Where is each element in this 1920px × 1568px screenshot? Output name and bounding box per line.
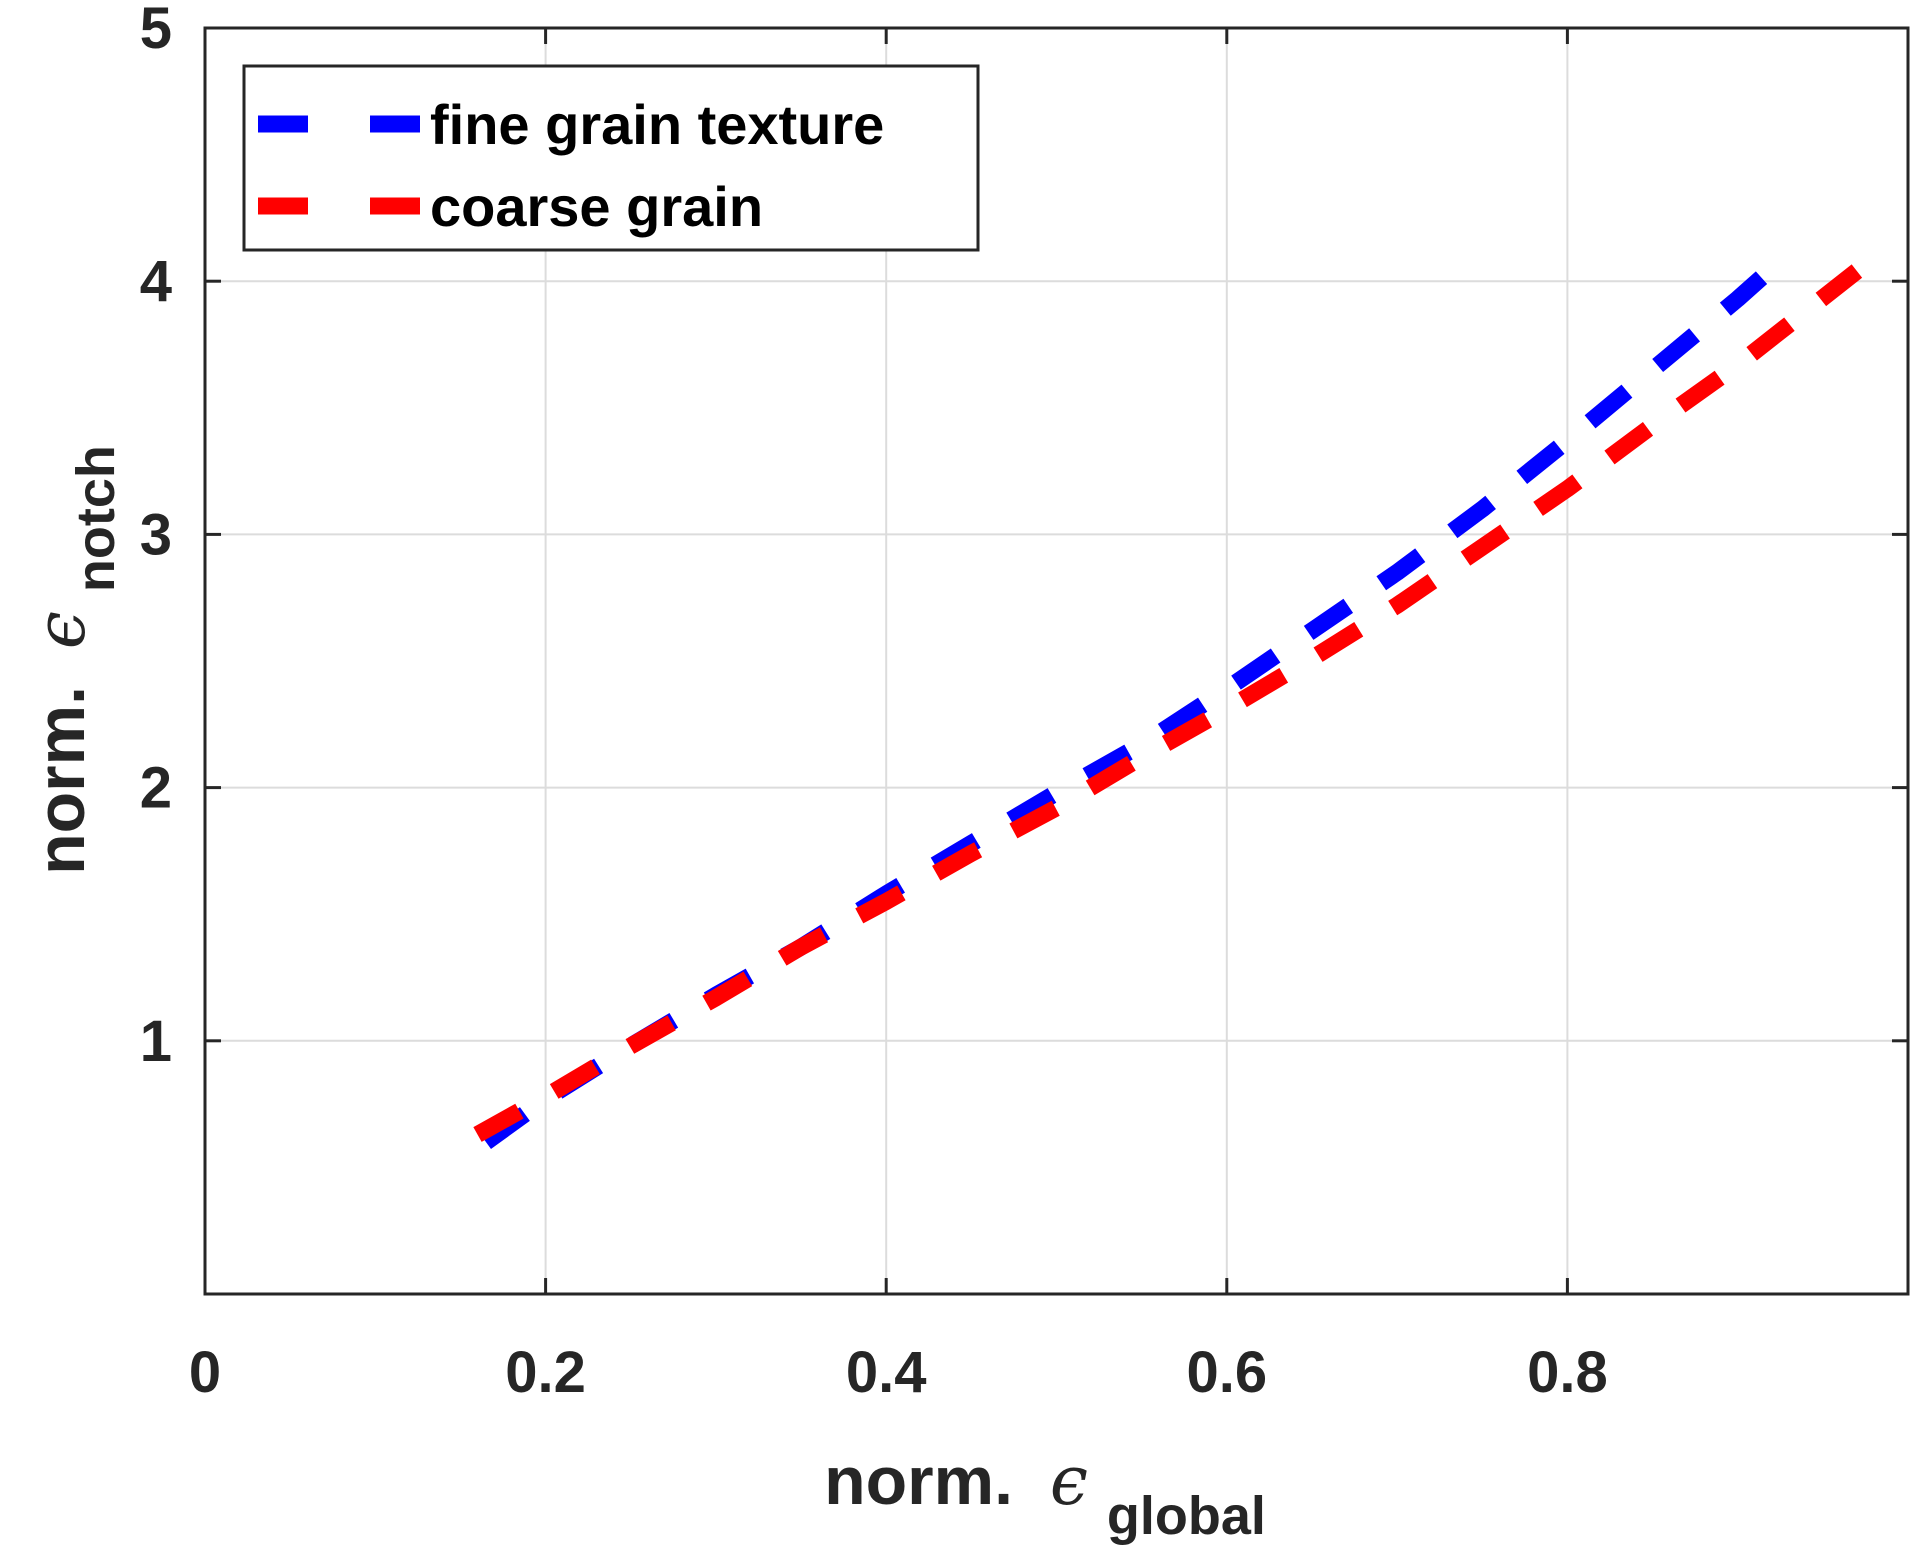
- legend-label-1: coarse grain: [430, 175, 763, 238]
- y-tick-label-3: 4: [140, 249, 172, 314]
- x-tick-label-4: 0.8: [1527, 1340, 1608, 1405]
- series-line-0: [481, 254, 1786, 1149]
- y-tick-label-0: 1: [140, 1009, 172, 1074]
- x-tick-label-0: 0: [189, 1340, 221, 1405]
- x-axis-label-prefix: norm.: [824, 1443, 1013, 1519]
- legend-label-0: fine grain texture: [430, 93, 884, 156]
- y-tick-label-2: 3: [140, 502, 172, 567]
- y-axis-label-prefix: norm.: [23, 686, 99, 875]
- y-tick-label-1: 2: [140, 756, 172, 821]
- y-tick-label-4: 5: [140, 0, 172, 61]
- y-axis-label-subscript: notch: [66, 445, 126, 592]
- x-tick-label-3: 0.6: [1186, 1340, 1267, 1405]
- y-axis-label: norm. ϵ notch: [22, 445, 126, 875]
- series-layer: [473, 254, 1863, 1149]
- legend-box: [242, 64, 980, 252]
- legend: fine grain texture coarse grain: [242, 64, 980, 252]
- plot-frame: [203, 26, 1910, 1296]
- x-tick-label-1: 0.2: [505, 1340, 586, 1405]
- axes: [203, 26, 1910, 1296]
- tick-labels: 0 0.2 0.4 0.6 0.8 1 2 3 4 5: [140, 0, 1608, 1405]
- x-axis-label: norm. ϵ global: [824, 1442, 1266, 1546]
- x-axis-label-subscript: global: [1107, 1486, 1266, 1546]
- y-axis-label-symbol: ϵ: [22, 611, 101, 649]
- x-axis-label-symbol: ϵ: [1050, 1442, 1088, 1521]
- x-tick-label-2: 0.4: [846, 1340, 927, 1405]
